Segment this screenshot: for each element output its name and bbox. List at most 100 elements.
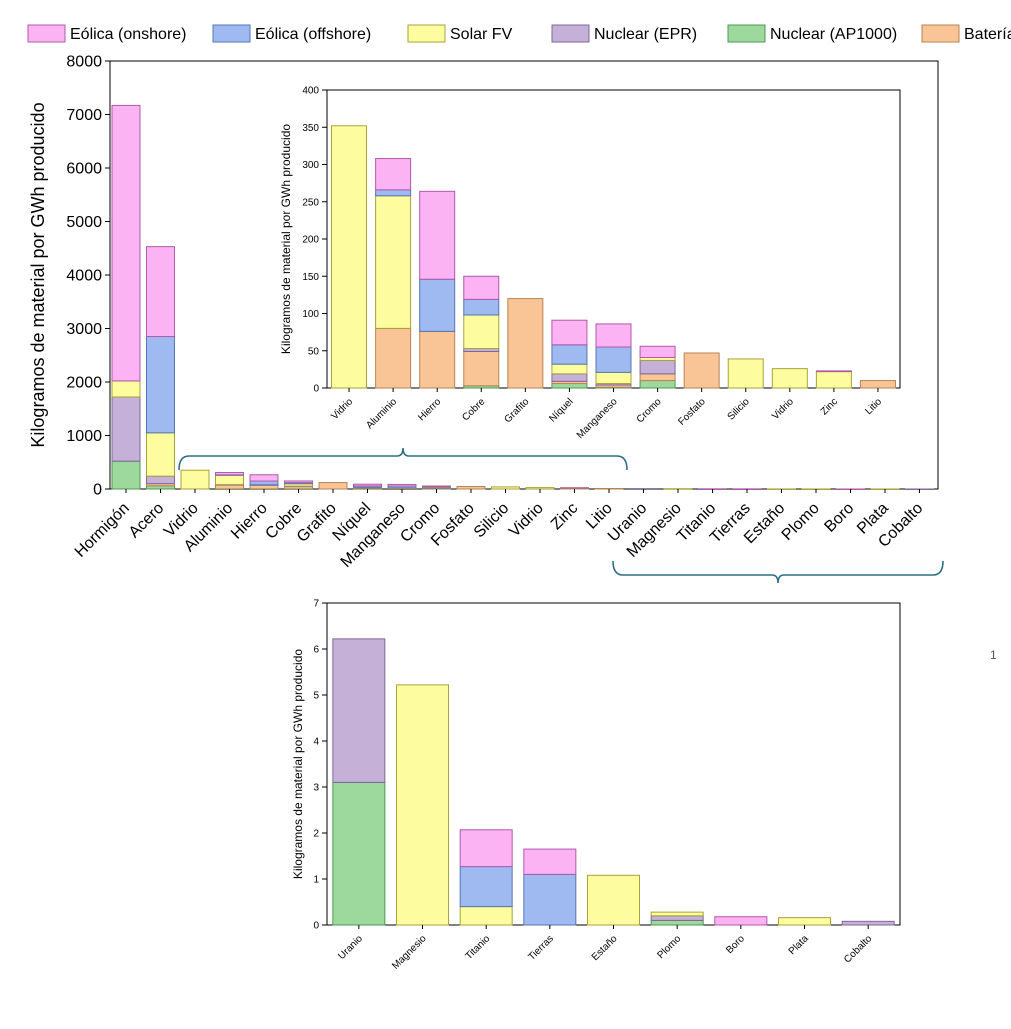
inset_bottom-bar-nuclear_epr <box>841 920 895 926</box>
inset_top-bar-nuclear_epr <box>551 373 588 382</box>
inset_top-category-label: Vidrio <box>770 396 796 422</box>
main-bar-nuclear_epr <box>146 475 175 485</box>
inset_top-bar-solar_pv <box>771 368 808 389</box>
legend-label-nuclear_ap1000: Nuclear (AP1000) <box>770 26 897 43</box>
main-bar-solar_pv <box>111 380 141 398</box>
inset_top-category-label: Níquel <box>547 396 575 424</box>
page-number: 1 <box>990 648 997 662</box>
main-category-label: Silicio <box>471 500 513 542</box>
inset_top-bar-wind_offshore <box>463 298 500 316</box>
main-y-tick-label: 3000 <box>66 321 102 338</box>
main-y-tick-label: 2000 <box>66 375 102 392</box>
inset_top-bar-nuclear_ap1000 <box>639 380 676 389</box>
chart-legend: Eólica (onshore) Eólica (offshore) Solar F… <box>27 24 1011 43</box>
main-bar-solar_pv <box>146 432 175 477</box>
main-bar-solar_pv <box>180 469 210 490</box>
main-bar-wind_onshore <box>560 487 589 489</box>
main-bar-wind_onshore <box>284 480 313 484</box>
main-bar-batteries <box>594 487 624 490</box>
main-bar-wind_offshore <box>146 336 175 434</box>
main-y-tick-label: 6000 <box>66 161 102 178</box>
inset_top-y-tick-label: 150 <box>302 272 319 283</box>
inset_top-bar-batteries <box>683 352 720 389</box>
main-category-label: Plomo <box>779 500 823 544</box>
inset_top-bar-wind_onshore <box>595 323 632 348</box>
inset_top-bar-wind_onshore <box>551 319 588 346</box>
inset_top-bar-batteries <box>507 298 544 389</box>
inset_bottom-bar-wind_onshore <box>459 829 513 868</box>
inset_top-category-label: Cobre <box>460 396 487 423</box>
inset_top-bar-wind_onshore <box>375 158 412 191</box>
inset_bottom-y-tick-label: 4 <box>313 737 319 748</box>
main-bar-wind_offshore <box>249 480 279 486</box>
inset_bottom-category-label: Magnesio <box>390 933 429 972</box>
inset_top-y-tick-label: 100 <box>302 309 319 320</box>
inset_bottom-category-label: Titanio <box>464 933 493 962</box>
inset_bottom-bar-wind_onshore <box>714 916 768 926</box>
legend-label-wind_offshore: Eólica (offshore) <box>255 26 371 43</box>
main-category-label: Hierro <box>228 500 271 543</box>
inset_top-bar-wind_offshore <box>551 344 588 365</box>
bracket-bottom-inset <box>612 560 944 584</box>
inset_top-y-tick-label: 0 <box>313 384 319 395</box>
legend-swatch-nuclear_epr <box>551 24 590 43</box>
inset_top-category-label: Litio <box>863 396 884 417</box>
legend-label-batteries: Baterías <box>964 26 1011 43</box>
main-bar-wind_onshore <box>353 483 382 487</box>
inset_top-category-label: Fosfato <box>676 396 708 428</box>
inset_top-bar-solar_pv <box>551 363 588 375</box>
main-y-tick-label: 7000 <box>66 107 102 124</box>
inset_bottom-y-tick-label: 0 <box>313 921 319 932</box>
legend-swatch-batteries <box>921 24 960 43</box>
inset_top-bar-wind_onshore <box>815 370 852 373</box>
main-bar-wind_onshore <box>387 483 417 487</box>
inset-bottom-bar-chart: 0 1 2 3 4 5 6 7 Kilogramos de material por GWh p… <box>291 599 901 972</box>
zoom-brackets <box>178 447 944 584</box>
inset_bottom-category-label: Estaño <box>590 933 620 963</box>
legend-swatch-wind_offshore <box>212 24 251 43</box>
inset_bottom-bar-nuclear_ap1000 <box>332 781 386 926</box>
inset_bottom-y-tick-label: 3 <box>313 783 319 794</box>
inset_top-y-axis-label: Kilogramos de material por GWh producido <box>279 124 293 354</box>
inset_top-y-tick-label: 50 <box>308 346 320 357</box>
inset_top-y-tick-label: 350 <box>302 123 319 134</box>
inset_bottom-bar-nuclear_epr <box>650 915 704 921</box>
main-y-tick-label: 4000 <box>66 268 102 285</box>
inset_top-bar-wind_onshore <box>463 275 500 300</box>
inset_bottom-y-axis-label: Kilogramos de material por GWh producido <box>291 649 305 879</box>
legend-swatch-nuclear_ap1000 <box>727 24 766 43</box>
inset_top-category-label: Silicio <box>726 396 753 423</box>
main-bar-wind_onshore <box>249 474 279 482</box>
inset_top-bar-solar_pv <box>727 358 764 389</box>
inset_bottom-category-label: Cobalto <box>842 933 874 965</box>
inset_top-y-tick-label: 200 <box>302 235 319 246</box>
inset_top-bar-batteries <box>419 330 456 389</box>
inset_top-bar-batteries <box>463 350 500 387</box>
inset_top-y-tick-label: 250 <box>302 197 319 208</box>
inset_top-bar-wind_onshore <box>419 190 456 280</box>
main-category-label: Acero <box>126 500 168 542</box>
inset_bottom-category-label: Tierras <box>526 933 556 963</box>
inset_bottom-bar-solar_pv <box>396 684 449 926</box>
legend-swatch-solar_pv <box>407 24 446 43</box>
inset_bottom-y-tick-label: 1 <box>313 875 319 886</box>
inset_top-bar-wind_onshore <box>639 345 676 358</box>
inset_top-bar-wind_offshore <box>595 346 632 373</box>
inset_top-bar-batteries <box>639 373 676 382</box>
main-bar-batteries <box>456 485 486 490</box>
inset_top-bar-batteries <box>375 327 412 389</box>
inset_top-category-label: Manganeso <box>575 396 620 441</box>
legend-label-nuclear_epr: Nuclear (EPR) <box>594 26 697 43</box>
legend-swatch-wind_onshore <box>27 24 66 43</box>
main-category-label: Boro <box>821 500 857 536</box>
inset_top-bar-batteries <box>859 380 896 389</box>
main-y-tick-label: 5000 <box>66 214 102 231</box>
inset_top-bar-solar_pv <box>375 195 412 329</box>
inset_bottom-bar-nuclear_epr <box>332 638 386 783</box>
inset_bottom-category-label: Boro <box>724 933 747 956</box>
inset_top-bar-nuclear_ap1000 <box>551 383 588 389</box>
inset_top-bar-wind_offshore <box>419 278 456 332</box>
inset_bottom-category-label: Uranio <box>336 933 365 962</box>
main-bar-wind_onshore <box>111 104 141 382</box>
